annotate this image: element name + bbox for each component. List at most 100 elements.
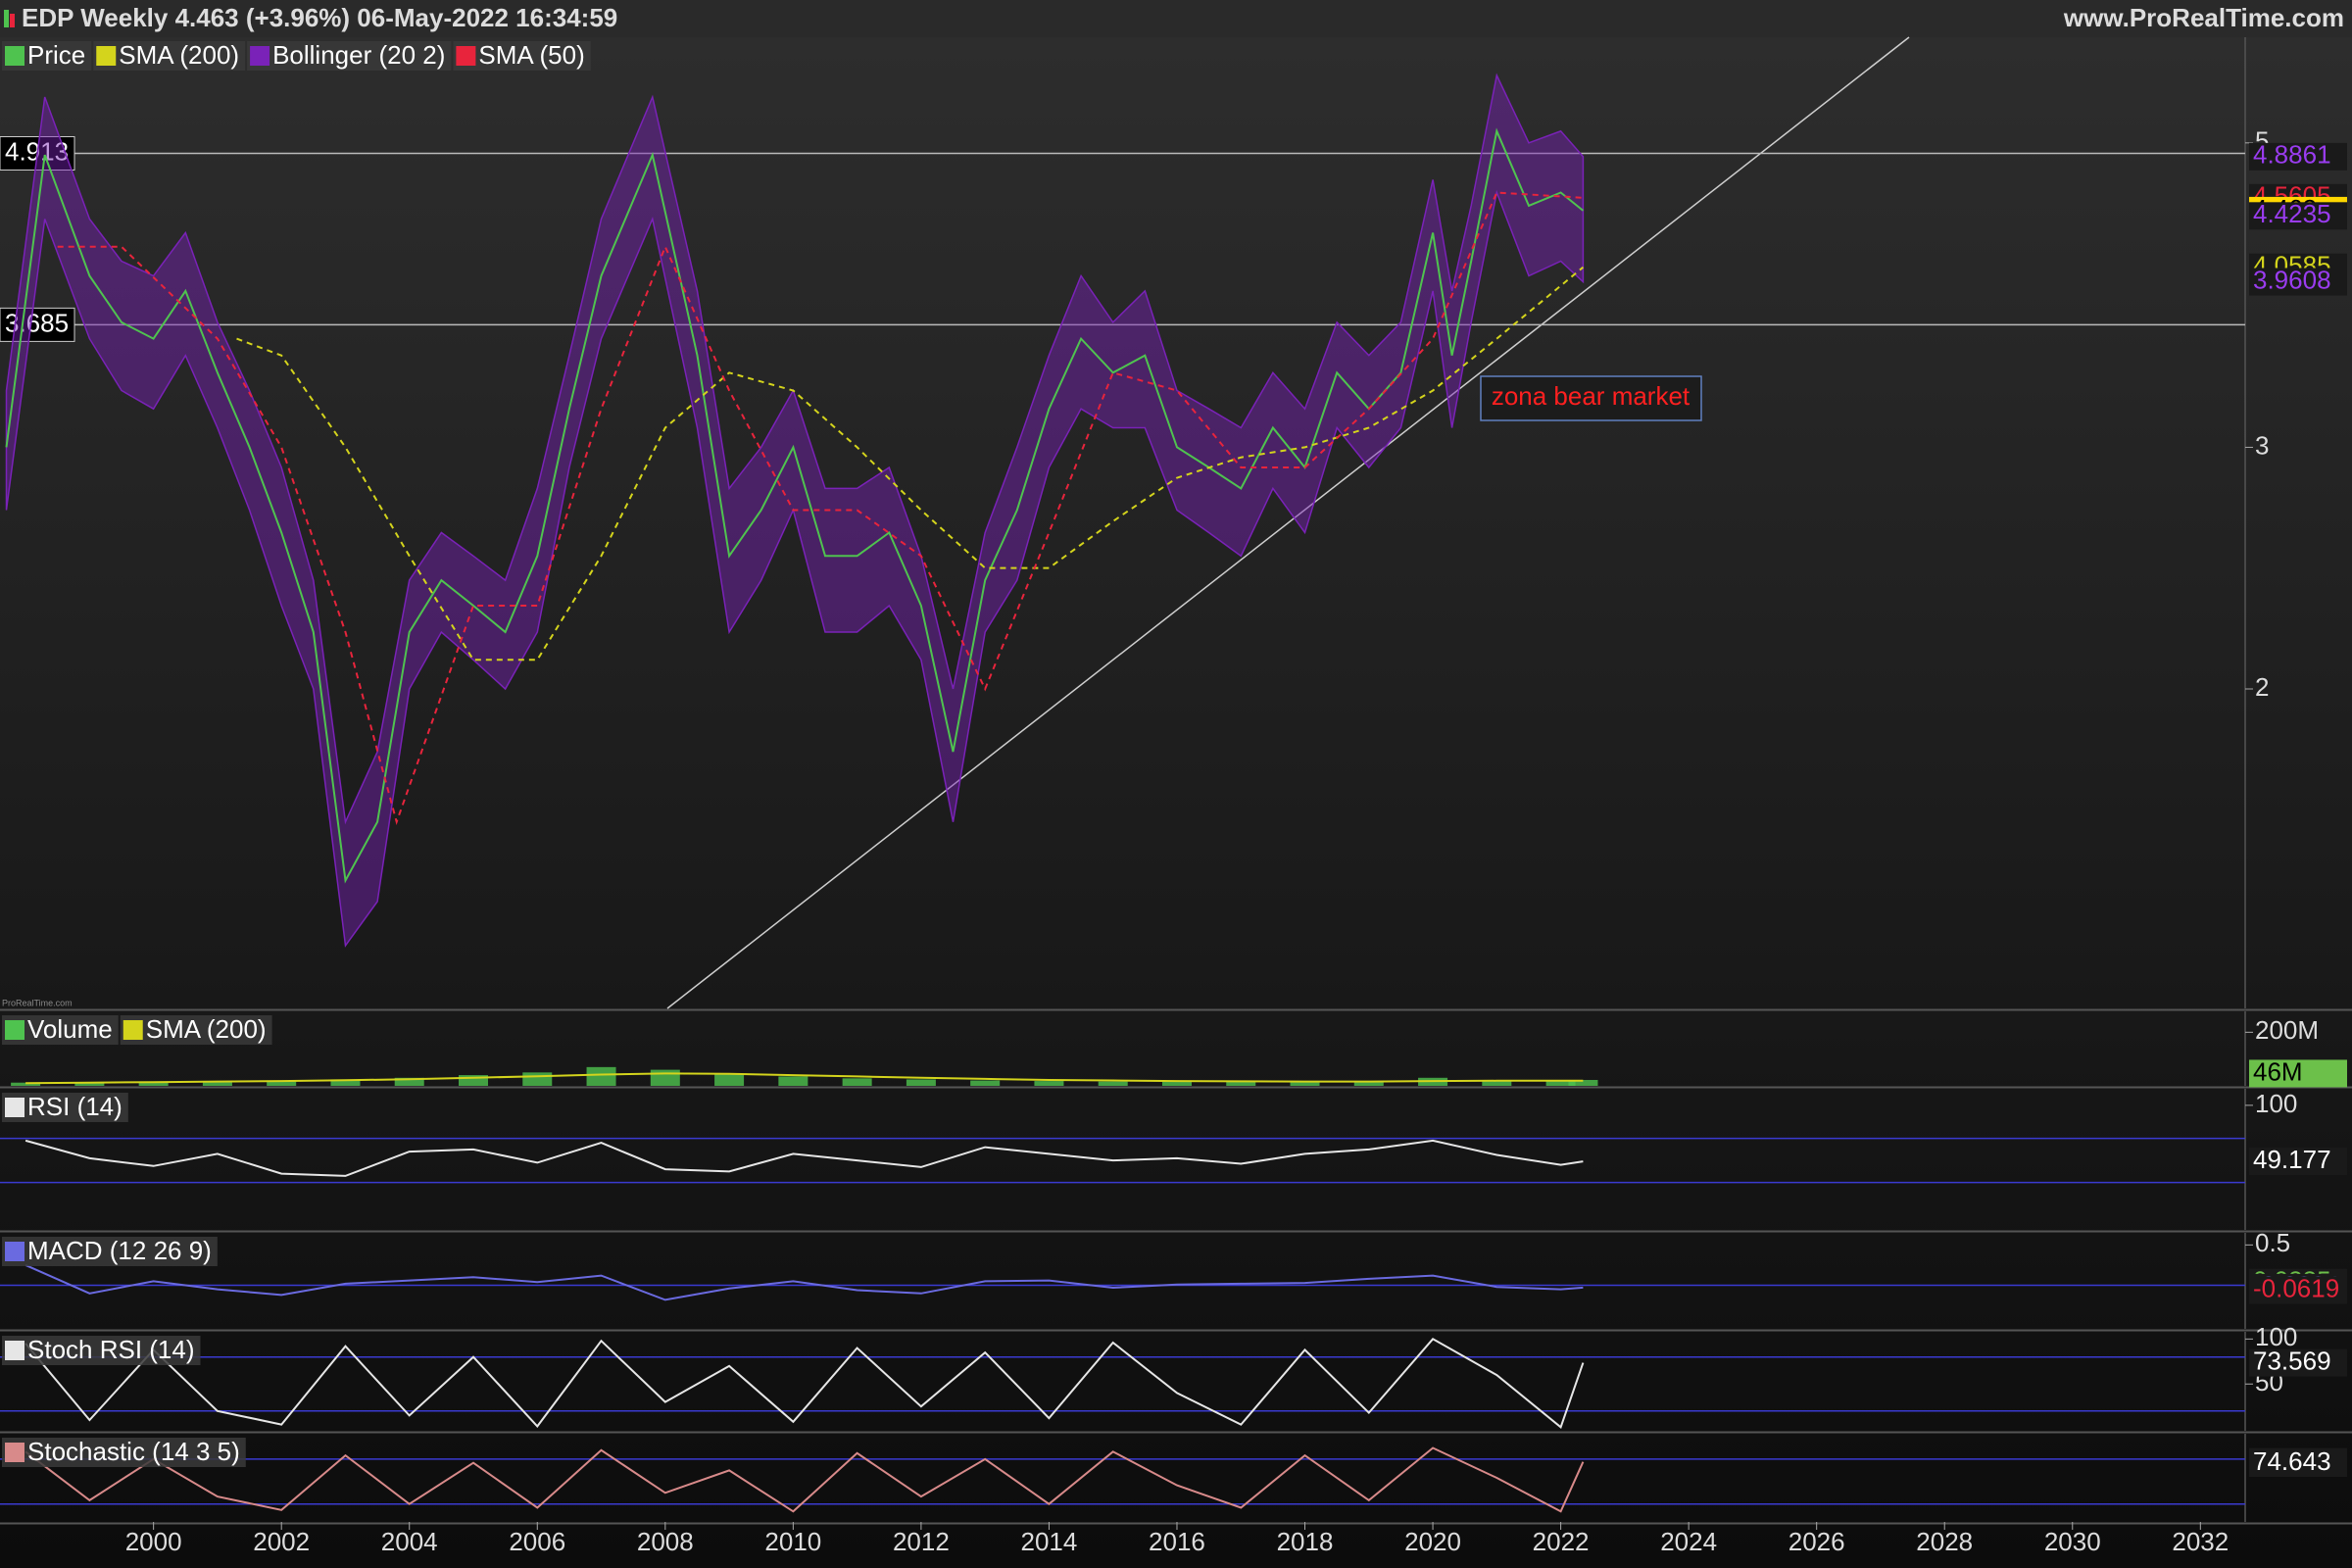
legend-bg (2, 1237, 218, 1266)
x-tick-label: 2030 (2044, 1527, 2101, 1556)
axis-label-box (2249, 202, 2347, 230)
series-line (24, 1446, 1585, 1513)
x-tick-label: 2022 (1533, 1527, 1590, 1556)
volume-bar (586, 1066, 616, 1086)
x-tick-label: 2028 (1916, 1527, 1973, 1556)
header-bar (0, 0, 2352, 37)
x-tick-label: 2026 (1788, 1527, 1845, 1556)
plot-layer: 4.9133.6852354.88614.56054.4634.42354.05… (0, 37, 2352, 1556)
axis-label-box (2249, 1059, 2347, 1088)
axis-label: 46M (2253, 1056, 2303, 1086)
axis-label: 3.9608 (2253, 265, 2331, 294)
axis-label: 74.643 (2253, 1446, 2331, 1476)
volume-bar (714, 1073, 745, 1086)
legend-label: MACD (12 26 9) (27, 1236, 212, 1265)
legend-label: SMA (50) (478, 40, 584, 70)
y-tick-label: 100 (2255, 1089, 2297, 1118)
header-title: EDP Weekly 4.463 (+3.96%) 06-May-2022 16… (22, 3, 617, 32)
axis-label: 73.569 (2253, 1346, 2331, 1375)
volume-bar (202, 1081, 232, 1086)
x-tick-label: 2004 (381, 1527, 438, 1556)
y-tick-label: 2 (2255, 672, 2269, 702)
axis-label-box (2249, 1276, 2347, 1304)
legend-swatch (5, 46, 24, 66)
legend-item: Bollinger (20 2) (247, 40, 452, 71)
volume-bar (970, 1080, 1001, 1086)
y-tick-label: 100 (2255, 1322, 2297, 1351)
legend-swatch (96, 46, 117, 66)
legend-bg (93, 41, 246, 71)
x-tick-label: 2016 (1149, 1527, 1205, 1556)
legend-swatch (5, 1341, 24, 1360)
header-icon (4, 10, 9, 27)
legend-item: Volume (2, 1014, 119, 1045)
legend-swatch (5, 1020, 24, 1040)
x-tick-label: 2002 (253, 1527, 310, 1556)
series-line (24, 1263, 1584, 1301)
y-tick-label: 200M (2255, 1015, 2319, 1045)
watermark: ProRealTime.com (2, 998, 73, 1007)
legend-label: Volume (27, 1014, 113, 1044)
x-tick-label: 2032 (2172, 1527, 2229, 1556)
legend-swatch (122, 1020, 143, 1040)
x-tick-label: 2000 (125, 1527, 182, 1556)
series-line (57, 191, 1584, 826)
volume-bar (1290, 1081, 1320, 1086)
legend-swatch (5, 1242, 24, 1261)
legend-bg (120, 1015, 272, 1045)
y-tick-label: 0.5 (2255, 1228, 2290, 1257)
series-line (24, 1338, 1585, 1429)
x-tick-label: 2012 (893, 1527, 950, 1556)
axis-label: 49.177 (2253, 1145, 2331, 1174)
axis-label: 4.4235 (2253, 199, 2331, 228)
volume-bar (1568, 1079, 1598, 1086)
volume-bar (778, 1076, 808, 1086)
legend-label: SMA (200) (146, 1014, 267, 1044)
legend-bg (453, 41, 591, 71)
x-tick-label: 2018 (1277, 1527, 1334, 1556)
legend-swatch (250, 46, 270, 66)
volume-bar (1161, 1081, 1192, 1086)
axis-label-box (2249, 1148, 2347, 1176)
volume-bar (1034, 1081, 1064, 1086)
volume-bar (459, 1075, 489, 1086)
volume-bar (650, 1069, 680, 1086)
legend-item: Stoch RSI (14) (2, 1335, 201, 1365)
legend-item: SMA (200) (120, 1014, 272, 1045)
volume-bar (842, 1078, 872, 1086)
volume-bar (267, 1080, 297, 1086)
volume-bar (1545, 1081, 1576, 1086)
legend-bg (2, 1336, 201, 1365)
x-tick-label: 2014 (1021, 1527, 1078, 1556)
axis-label-box (2249, 268, 2347, 296)
x-tick-label: 2008 (637, 1527, 694, 1556)
legend-item: RSI (14) (2, 1092, 128, 1122)
volume-bar (522, 1072, 553, 1086)
series-line (25, 1072, 1584, 1085)
x-tick-label: 2024 (1660, 1527, 1717, 1556)
header-site: www.ProRealTime.com (2063, 3, 2344, 32)
volume-bar (1226, 1081, 1256, 1086)
volume-bar (906, 1079, 936, 1086)
legend-item: Price (2, 40, 92, 71)
legend-item: SMA (50) (453, 40, 591, 71)
legend-label: SMA (200) (119, 40, 239, 70)
legend-label: Stoch RSI (14) (27, 1335, 195, 1364)
legend-bg (247, 41, 452, 71)
legend-label: Bollinger (20 2) (272, 40, 445, 70)
legend-label: Price (27, 40, 85, 70)
volume-bar (1482, 1080, 1512, 1086)
axis-label-box (2249, 1449, 2347, 1478)
series-line (5, 127, 1585, 884)
volume-bar (138, 1081, 169, 1086)
annotation-box (1480, 375, 1702, 421)
y-tick-label: 3 (2255, 430, 2269, 460)
trend-line (666, 36, 1910, 1009)
axis-label-box (2249, 1348, 2347, 1377)
volume-bar (11, 1082, 41, 1086)
volume-bar (330, 1079, 361, 1086)
level-label-box (0, 307, 75, 342)
